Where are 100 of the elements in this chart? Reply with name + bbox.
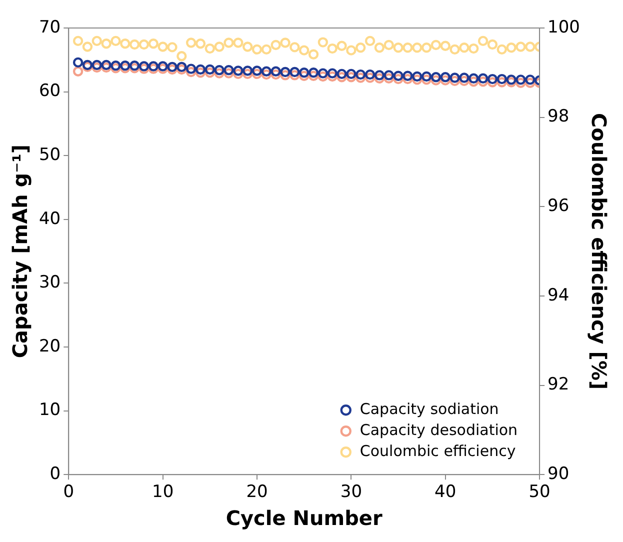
point (298, 68, 310, 78)
point (101, 60, 112, 70)
point (242, 42, 253, 52)
point (487, 77, 498, 88)
point (356, 72, 366, 83)
point (450, 76, 460, 86)
point (176, 62, 187, 72)
point (440, 40, 450, 51)
point (374, 70, 385, 80)
point (516, 74, 526, 85)
point (327, 68, 338, 78)
point (525, 42, 536, 52)
point (204, 43, 216, 54)
point (308, 70, 319, 81)
point (261, 66, 272, 76)
y-tick-label: 50 (38, 145, 61, 166)
point (327, 43, 338, 54)
point (148, 64, 158, 74)
point (195, 38, 206, 49)
x-tick-label: 20 (246, 482, 268, 502)
point (308, 68, 319, 78)
y2-tick-label: 98 (548, 106, 570, 127)
point (430, 40, 442, 50)
point (468, 73, 479, 84)
point (516, 78, 526, 88)
point (384, 70, 394, 80)
point (496, 44, 507, 55)
point (290, 70, 300, 80)
point (412, 74, 422, 85)
point (72, 57, 84, 68)
point (356, 69, 366, 80)
point (364, 69, 376, 80)
point (138, 61, 150, 72)
point (167, 62, 178, 72)
point (252, 44, 262, 55)
point (459, 72, 470, 83)
point (421, 71, 432, 82)
point (496, 77, 507, 88)
point (233, 66, 244, 76)
point (364, 72, 376, 83)
point (384, 40, 394, 50)
y-tick-label: 10 (38, 400, 61, 420)
point (72, 66, 84, 76)
point (364, 36, 376, 46)
point (336, 40, 347, 51)
point (120, 63, 130, 74)
point (468, 76, 479, 87)
point (346, 45, 356, 56)
x-tick-label: 40 (434, 482, 456, 502)
point (195, 64, 206, 75)
point (487, 39, 498, 50)
point (516, 42, 526, 52)
point (402, 42, 413, 53)
y-tick-label: 20 (38, 336, 61, 356)
point (167, 42, 178, 52)
point (346, 72, 356, 82)
point (92, 36, 102, 46)
point (158, 61, 168, 72)
point (290, 42, 300, 52)
point (402, 70, 413, 81)
point (92, 60, 102, 70)
point (430, 75, 442, 86)
point (252, 68, 262, 80)
point (270, 40, 281, 50)
y2-tick-label: 94 (548, 285, 570, 306)
point (346, 68, 356, 80)
point (318, 37, 328, 48)
point (186, 64, 196, 74)
point (459, 76, 470, 86)
point (233, 38, 244, 48)
point (496, 74, 507, 84)
x-tick-label: 30 (340, 482, 362, 502)
point (327, 71, 338, 82)
point (186, 38, 196, 48)
point (252, 66, 262, 76)
point (261, 44, 272, 55)
point (506, 42, 516, 53)
point (101, 62, 112, 73)
point (374, 42, 385, 53)
point (120, 38, 130, 49)
point (318, 68, 328, 78)
point (280, 38, 290, 48)
x-axis-title: Cycle Number (226, 506, 382, 530)
point (129, 39, 140, 50)
point (72, 36, 84, 46)
point (110, 63, 121, 74)
point (525, 78, 536, 88)
point (440, 72, 450, 82)
point (214, 65, 224, 76)
point (308, 49, 319, 60)
point (148, 61, 158, 72)
y-axis-title: Capacity [mAh g⁻¹] (8, 144, 32, 358)
point (478, 36, 488, 46)
point (298, 70, 310, 81)
point (336, 68, 347, 80)
point (270, 66, 281, 76)
point (224, 38, 234, 48)
point (487, 74, 498, 84)
point (242, 66, 253, 76)
point (214, 68, 224, 78)
